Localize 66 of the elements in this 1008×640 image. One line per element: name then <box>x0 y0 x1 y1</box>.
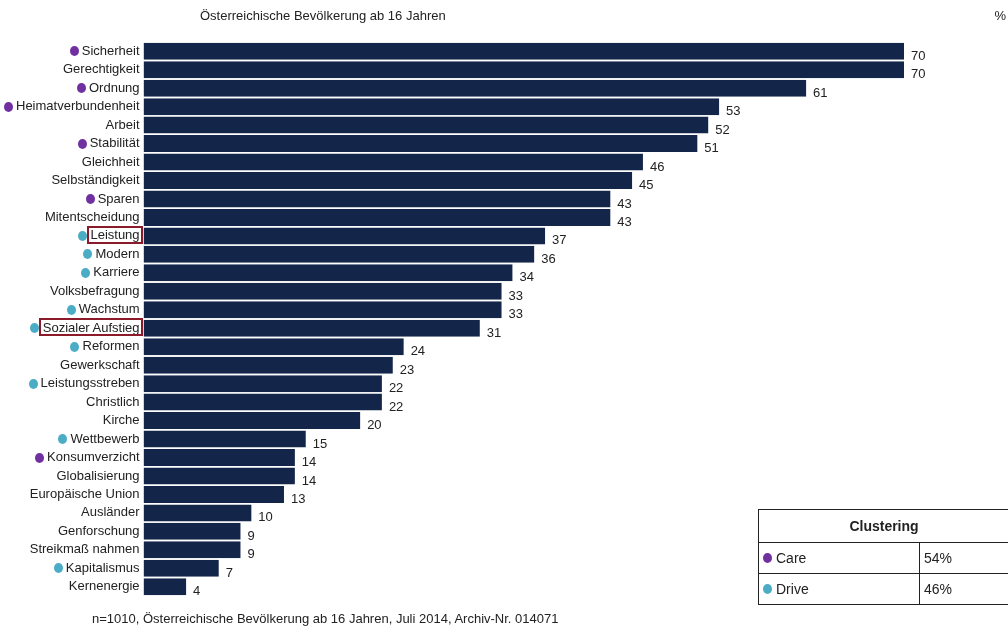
data-label: 9 <box>247 546 255 562</box>
data-label: 14 <box>301 472 317 488</box>
y-tick-label: Kirche <box>102 412 140 428</box>
data-label: 10 <box>258 509 273 525</box>
y-tick-label: Gewerkschaft <box>60 356 140 372</box>
text: % <box>994 8 1006 23</box>
data-label: 51 <box>704 140 719 156</box>
data-label: 13 <box>290 491 306 507</box>
y-tick-label: Modern <box>95 245 140 261</box>
chart-title: Österreichische Bevölkerung ab 16 Jahren <box>200 8 446 23</box>
y-tick-label: Wachstum <box>78 301 140 317</box>
y-tick-label: Kapitalismus <box>65 559 141 575</box>
data-label: 52 <box>715 121 730 137</box>
data-label: 33 <box>508 306 523 322</box>
y-tick-label: Karriere <box>93 264 140 280</box>
data-label: 33 <box>508 287 523 303</box>
y-tick-label: Mitentscheidung <box>44 209 140 225</box>
y-tick-label: Selbständigkeit <box>51 172 140 188</box>
y-tick-label: Heimatverbundenheit <box>16 98 140 114</box>
data-label: 43 <box>617 195 632 211</box>
text: 54% <box>919 542 1008 574</box>
data-label: 23 <box>399 361 415 377</box>
y-tick-label: Volksbefragung <box>49 282 140 298</box>
y-tick-label: Ausländer <box>81 504 141 520</box>
y-tick-label: Europäische Union <box>29 486 140 502</box>
y-tick-label: Gleichheit <box>81 153 140 169</box>
annotation: Care <box>758 542 920 574</box>
y-tick-label: Globalisierung <box>56 467 140 483</box>
data-label: 45 <box>639 177 654 193</box>
y-tick-label: Sparen <box>97 190 140 206</box>
data-label: 37 <box>552 232 567 248</box>
y-tick-label: Christlich <box>86 393 140 409</box>
y-tick-label: Gerechtigkeit <box>62 61 140 77</box>
y-tick-label: Arbeit <box>105 116 140 132</box>
data-label: 9 <box>247 527 255 543</box>
text: n=1010, Österreichische Bevölkerung ab 16 Jahren, Juli 2014, Archiv-Nr. 014071 <box>92 611 559 626</box>
data-label: 70 <box>911 47 926 63</box>
data-label: 22 <box>388 398 404 414</box>
data-label: 24 <box>410 343 426 359</box>
y-tick-label: Wettbewerb <box>70 430 140 446</box>
data-label: 31 <box>486 324 502 340</box>
data-label: 53 <box>726 103 741 119</box>
y-tick-label: Genforschung <box>57 522 140 538</box>
y-tick-label: Sicherheit <box>81 42 140 58</box>
y-tick-label: Streikmaß nahmen <box>29 541 140 557</box>
y-tick-label: Stabilität <box>89 135 140 151</box>
data-label: 34 <box>519 269 534 285</box>
data-label: 4 <box>193 583 201 599</box>
y-tick-label: Konsumverzicht <box>47 449 140 465</box>
data-label: 15 <box>312 435 328 451</box>
y-tick-label: Leistungsstreben <box>40 375 140 391</box>
annotation: Drive <box>758 573 920 605</box>
data-label: 46 <box>649 158 665 174</box>
data-label: 20 <box>367 417 382 433</box>
annotation: Clustering <box>758 509 1008 543</box>
data-label: 36 <box>541 250 556 266</box>
y-tick-label: Ordnung <box>88 79 140 95</box>
y-tick-label: Reformen <box>82 338 140 354</box>
data-label: 61 <box>813 84 828 100</box>
data-label: 43 <box>617 214 632 230</box>
data-label: 22 <box>388 380 404 396</box>
data-label: 7 <box>225 564 233 580</box>
text: 46% <box>919 573 1008 605</box>
data-label: 70 <box>911 66 926 82</box>
data-label: 14 <box>301 454 317 470</box>
y-tick-label: Kernenergie <box>68 578 140 594</box>
